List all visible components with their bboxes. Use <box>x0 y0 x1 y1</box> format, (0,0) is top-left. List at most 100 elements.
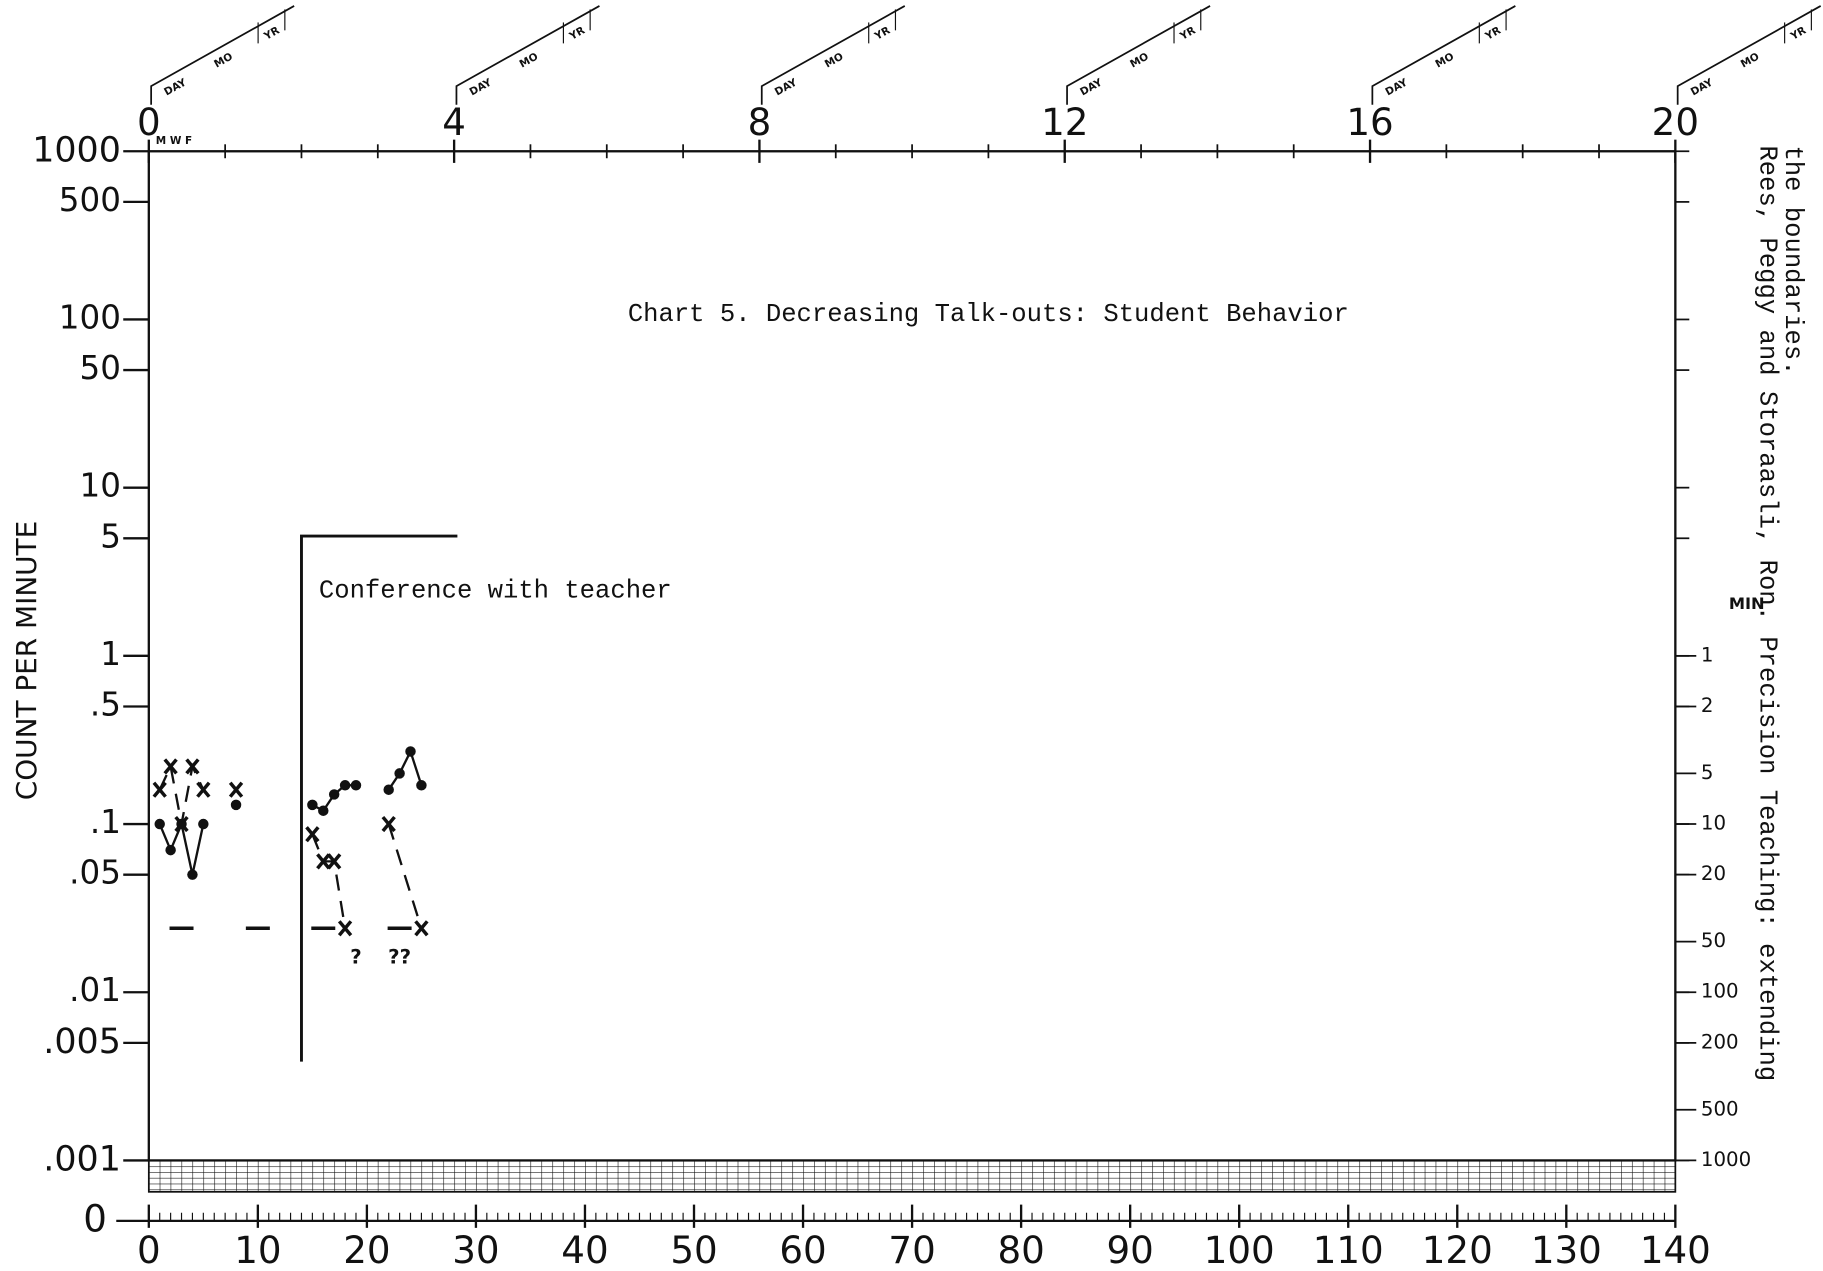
date-box-label: DAY <box>162 76 189 98</box>
y-tick-label: 1000 <box>32 130 121 170</box>
x-tick-label: 40 <box>561 1228 608 1271</box>
y-tick-label: 100 <box>59 298 121 336</box>
date-box-label: YR <box>1483 25 1503 44</box>
x-tick-label: 80 <box>997 1228 1044 1271</box>
date-box-label: DAY <box>467 76 494 98</box>
x-tick-label: 130 <box>1531 1228 1602 1271</box>
data-x <box>305 826 320 843</box>
x-tick-label: 60 <box>779 1228 826 1271</box>
y2-tick-label: 50 <box>1701 929 1726 952</box>
x-tick-label: 100 <box>1204 1228 1275 1271</box>
chart-title: Chart 5. Decreasing Talk-outs: Student B… <box>628 300 1349 329</box>
y-tick-label: .5 <box>90 685 121 723</box>
date-box-label: MO <box>1433 51 1456 71</box>
y2-tick-label: 2 <box>1701 694 1714 717</box>
y-tick-label: .1 <box>90 803 121 841</box>
data-dot <box>307 799 318 811</box>
floor-hatch <box>147 1159 1677 1193</box>
data-dot <box>405 746 416 757</box>
date-box-label: MO <box>823 51 846 71</box>
x2-tick-label: 12 <box>1041 100 1088 144</box>
y2-tick-label: 1000 <box>1701 1148 1751 1171</box>
data-dot <box>416 780 427 791</box>
data-x <box>337 920 353 937</box>
x-tick-label: 90 <box>1106 1228 1153 1271</box>
y-axis-label: COUNT PER MINUTE <box>10 521 43 801</box>
date-box-label: YR <box>1788 25 1808 44</box>
data-x <box>163 758 178 775</box>
y2-tick-label: 200 <box>1701 1030 1739 1053</box>
y-tick-label: .005 <box>43 1022 121 1062</box>
y2-tick-label: 500 <box>1701 1097 1739 1120</box>
x-tick-label: 50 <box>670 1228 717 1271</box>
week-day-label: M W F <box>156 135 192 147</box>
x2-tick-label: 16 <box>1346 100 1393 144</box>
x2-tick-label: 20 <box>1652 100 1699 144</box>
data-x <box>414 920 429 937</box>
date-box <box>1066 5 1211 105</box>
date-box-label: DAY <box>773 76 800 98</box>
data-x <box>174 815 189 833</box>
data-x <box>228 781 244 798</box>
y-tick-label: 50 <box>79 349 120 387</box>
source-note: Rees, Peggy and Storaasli, Ron. Precisio… <box>1752 145 1807 1081</box>
x2-tick-label: 8 <box>748 100 772 144</box>
date-box <box>455 5 600 105</box>
source-line: the boundaries. <box>1778 145 1807 375</box>
data-dot <box>230 799 242 811</box>
x-tick-label: 70 <box>888 1228 935 1271</box>
date-box-label: YR <box>261 25 281 44</box>
date-box-label: MO <box>1739 51 1762 71</box>
x-tick-label: 110 <box>1313 1228 1384 1271</box>
date-box-label: MO <box>212 51 235 71</box>
y-zero-label: 0 <box>83 1196 107 1240</box>
source-line: Rees, Peggy and Storaasli, Ron. Precisio… <box>1752 145 1781 1081</box>
date-box <box>760 5 906 105</box>
y2-tick-label: 1 <box>1701 643 1714 666</box>
y-tick-label: .01 <box>69 971 121 1009</box>
data-x <box>152 781 167 798</box>
phase-label: Conference with teacher <box>319 576 672 605</box>
x-tick-label: 30 <box>452 1228 499 1271</box>
data-x <box>196 781 211 798</box>
series-line <box>158 748 423 875</box>
y-tick-label: .001 <box>43 1139 121 1179</box>
date-box-label: DAY <box>1383 76 1410 98</box>
x-tick-label: 20 <box>343 1228 390 1271</box>
date-box-label: YR <box>567 25 587 44</box>
date-box-label: YR <box>1177 25 1197 44</box>
data-x <box>185 758 200 775</box>
date-box-label: DAY <box>1078 76 1105 98</box>
date-box-label: MO <box>1128 51 1151 71</box>
y2-tick-label: 20 <box>1701 862 1726 885</box>
date-box <box>150 5 295 105</box>
date-box <box>1676 5 1822 105</box>
data-dot <box>394 768 405 779</box>
data-dot <box>328 789 340 800</box>
annotation: ? <box>350 945 361 968</box>
x-tick-label: 120 <box>1422 1228 1493 1271</box>
data-dot <box>318 805 329 816</box>
y-tick-label: 5 <box>100 517 121 555</box>
data-dot <box>339 780 351 791</box>
x2-tick-label: 0 <box>137 100 161 144</box>
data-dot <box>165 844 176 856</box>
y2-tick-label: 10 <box>1701 812 1726 835</box>
y-tick-label: 10 <box>79 467 120 505</box>
y-tick-label: 1 <box>100 635 121 673</box>
y2-axis-label: MIN <box>1729 594 1765 613</box>
data-dot <box>154 818 165 830</box>
x-tick-label: 10 <box>234 1228 281 1271</box>
data-dot <box>198 818 209 830</box>
y2-tick-label: 100 <box>1701 980 1739 1003</box>
data-x <box>316 853 331 870</box>
date-box <box>1371 5 1516 105</box>
x-tick-label: 140 <box>1640 1228 1711 1271</box>
date-box-label: MO <box>517 51 540 71</box>
phase-line <box>300 534 458 1062</box>
data-x <box>327 853 342 870</box>
date-box-label: DAY <box>1689 76 1716 98</box>
x-tick-label: 0 <box>137 1228 161 1271</box>
data-dot <box>350 780 362 791</box>
